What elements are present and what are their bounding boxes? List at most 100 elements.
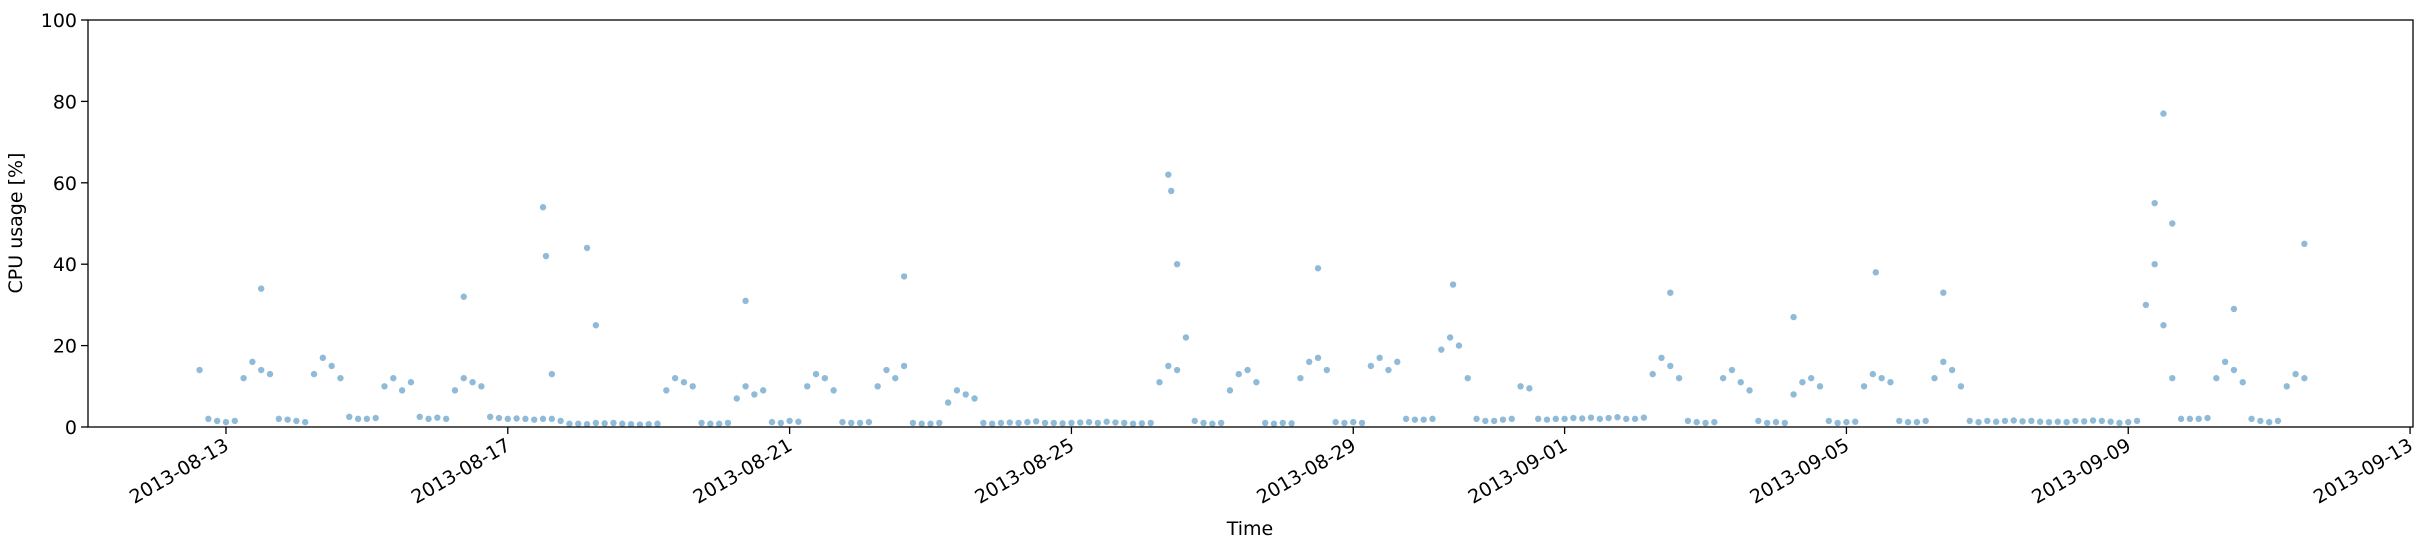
- point: [1746, 387, 1753, 394]
- point: [522, 415, 529, 423]
- point: [1464, 374, 1471, 382]
- point: [319, 354, 327, 362]
- x-tick-label: 2013-08-17: [408, 434, 515, 508]
- point: [1675, 374, 1683, 382]
- y-tick-label: 20: [53, 336, 77, 358]
- point: [1922, 417, 1929, 425]
- point: [1094, 419, 1102, 427]
- point: [892, 374, 899, 382]
- point: [610, 419, 617, 427]
- point: [513, 415, 520, 422]
- point: [812, 370, 820, 378]
- point: [2107, 418, 2114, 425]
- point: [1077, 419, 1084, 426]
- point: [2248, 415, 2255, 423]
- point: [398, 387, 406, 394]
- point: [1579, 415, 1586, 422]
- point: [1168, 187, 1175, 195]
- point: [1878, 374, 1885, 382]
- point: [936, 419, 943, 427]
- point: [821, 374, 829, 382]
- point: [2204, 414, 2211, 422]
- point: [962, 391, 969, 398]
- point: [724, 419, 732, 427]
- point: [222, 418, 230, 426]
- point: [1033, 418, 1040, 425]
- point: [542, 252, 550, 260]
- point: [2301, 240, 2308, 248]
- point: [1790, 391, 1797, 398]
- point: [2045, 418, 2053, 426]
- y-axis-label: CPU usage [%]: [5, 153, 27, 294]
- point: [416, 413, 423, 421]
- x-tick-label: 2013-09-05: [1746, 434, 1853, 508]
- point: [1350, 418, 1357, 426]
- point: [442, 415, 450, 423]
- point: [2160, 110, 2167, 117]
- point: [1772, 418, 1780, 426]
- point: [583, 420, 591, 428]
- point: [601, 420, 608, 427]
- point: [1182, 334, 1190, 341]
- point: [2054, 418, 2061, 425]
- point: [469, 379, 476, 386]
- points: [196, 110, 2308, 428]
- point: [1385, 366, 1392, 374]
- point: [751, 391, 758, 398]
- point: [2213, 374, 2220, 382]
- point: [2230, 305, 2238, 313]
- point: [1887, 379, 1894, 386]
- point: [804, 383, 811, 390]
- point: [1931, 374, 1938, 382]
- point: [1913, 418, 1921, 426]
- point: [1711, 418, 1718, 426]
- point: [566, 420, 573, 427]
- point: [1449, 281, 1457, 288]
- y-tick-label: 0: [65, 417, 77, 439]
- point: [1068, 419, 1075, 427]
- point: [654, 420, 661, 427]
- point: [451, 387, 459, 394]
- point: [1323, 366, 1331, 374]
- point: [645, 420, 652, 428]
- point: [1719, 374, 1727, 382]
- point: [636, 421, 644, 428]
- point: [2257, 417, 2264, 425]
- point: [909, 419, 917, 427]
- point: [1209, 420, 1216, 427]
- point: [918, 420, 925, 427]
- point: [1737, 379, 1744, 386]
- point: [900, 273, 908, 280]
- plot-frame: [87, 19, 2414, 428]
- point: [1455, 342, 1463, 349]
- point: [231, 417, 238, 425]
- point: [795, 418, 802, 425]
- point: [1852, 418, 1859, 425]
- point: [1860, 383, 1868, 390]
- point: [1288, 420, 1295, 427]
- point: [1376, 354, 1383, 362]
- point: [486, 413, 494, 421]
- point: [1834, 419, 1841, 427]
- point: [865, 418, 873, 426]
- point: [1872, 269, 1879, 276]
- point: [1658, 354, 1665, 362]
- point: [337, 374, 344, 382]
- point: [407, 379, 415, 386]
- point: [1006, 419, 1013, 426]
- point: [372, 414, 379, 422]
- point: [1940, 289, 1947, 296]
- point: [1165, 362, 1172, 370]
- point: [707, 420, 714, 427]
- point: [1896, 417, 1903, 425]
- x-tick-label: 2013-09-13: [2310, 434, 2417, 508]
- point: [1640, 414, 1648, 421]
- point: [2239, 379, 2246, 386]
- point: [258, 285, 265, 292]
- point: [1473, 415, 1480, 423]
- point: [953, 387, 961, 394]
- point: [258, 366, 265, 374]
- point: [900, 362, 908, 370]
- point: [2063, 418, 2070, 426]
- point: [1314, 265, 1322, 272]
